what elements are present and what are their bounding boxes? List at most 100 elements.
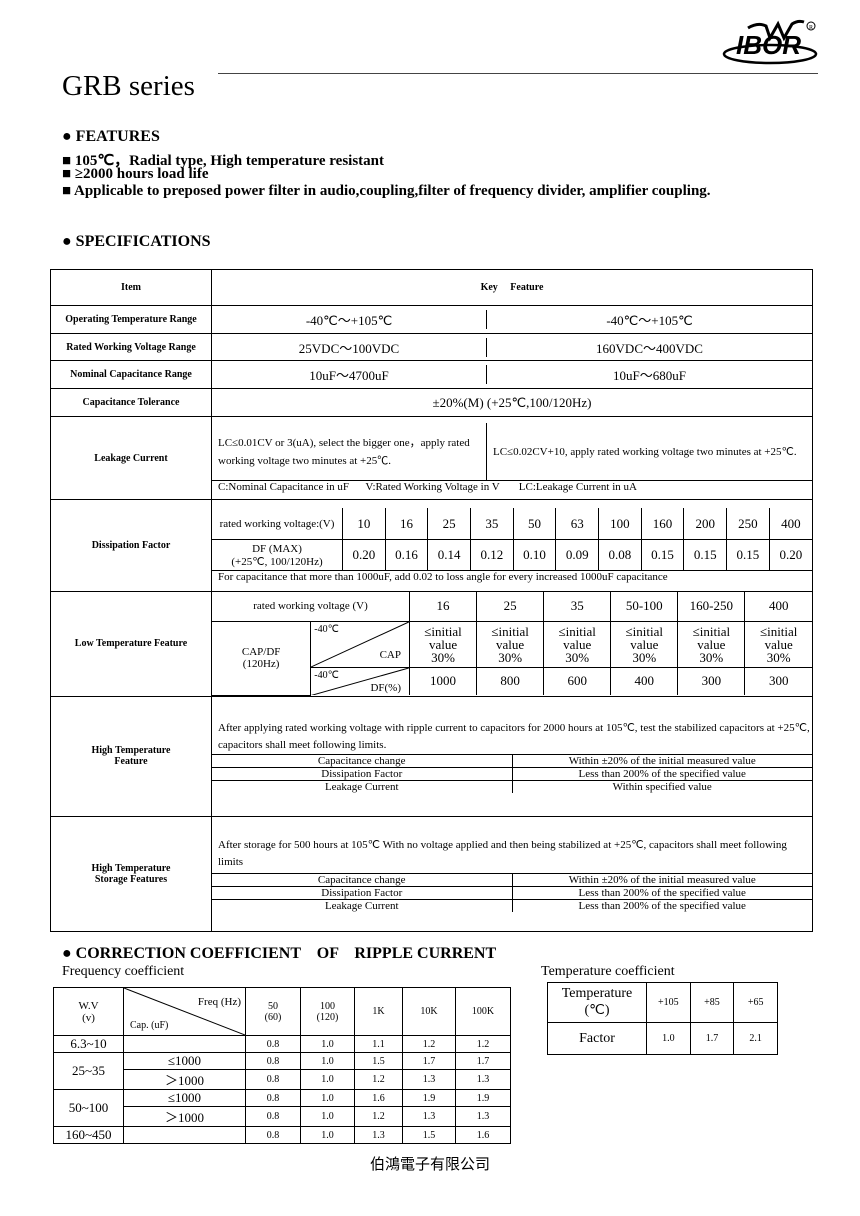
df-value: 0.15 xyxy=(683,539,728,572)
lt-df-value: 300 xyxy=(744,666,812,695)
df-diagonal-cell: -40℃ DF(%) xyxy=(310,666,410,695)
storage-criterion: Capacitance change xyxy=(212,872,513,887)
wv-value: 6.3~10 xyxy=(53,1035,124,1053)
df-voltage: 16 xyxy=(384,507,429,541)
features-heading-text: FEATURES xyxy=(75,128,160,145)
coefficient-value: 1.9 xyxy=(455,1089,511,1107)
high-temp-label: High Temperature Feature xyxy=(50,695,212,817)
freq-label: Freq (Hz) xyxy=(197,996,241,1008)
temp-label: -40℃ xyxy=(314,623,339,635)
lt-df-value: 400 xyxy=(610,666,679,695)
lt-cap-value: ≤initial value 30% xyxy=(677,620,746,668)
df-value: 0.08 xyxy=(598,539,642,572)
table-row: 6.3~10 0.8 1.0 1.1 1.2 1.2 xyxy=(53,1035,511,1053)
cap-value xyxy=(123,1035,246,1053)
high-temp-table: After applying rated working voltage wit… xyxy=(212,718,812,794)
coefficient-value: 1.3 xyxy=(354,1126,403,1144)
freq-value: 100K xyxy=(471,1006,495,1017)
factor-label: Factor xyxy=(547,1022,647,1055)
lt-cap-value: ≤initial value 30% xyxy=(610,620,679,668)
capacitance-low: 10uF～4700uF xyxy=(212,365,487,384)
storage-table: After storage for 500 hours at 105℃ With… xyxy=(212,835,812,912)
page-title: GRB series xyxy=(62,70,195,102)
table-row: 25~35 ≤1000 0.8 1.0 1.5 1.7 1.7 xyxy=(53,1052,511,1090)
high_temp-criterion: Capacitance change xyxy=(212,754,513,769)
op-temp-label: Operating Temperature Range xyxy=(50,305,212,334)
table-row: rated working voltage (V) 16 25 35 50-100 160… xyxy=(212,592,812,622)
lt-df-value: 600 xyxy=(543,666,612,695)
table-row: After applying rated working voltage wit… xyxy=(212,718,812,756)
temperature-coefficient-title: Temperature coefficient xyxy=(541,964,675,979)
df-value: 0.20 xyxy=(768,539,812,572)
coefficient-value: 1.0 xyxy=(300,1126,355,1144)
cap-value: ≤1000 xyxy=(123,1089,246,1107)
lt-df-value: 800 xyxy=(476,666,545,695)
ripple-heading-text: CORRECTION COEFFICIENT OF RIPPLE CURRENT xyxy=(75,945,497,962)
high-temp-label-1: High Temperature xyxy=(91,745,171,756)
table-row: Dissipation Factor Less than 200% of the … xyxy=(212,767,812,782)
table-row: Leakage Current Within specified value xyxy=(212,780,812,794)
table-row: Capacitance change Within ±20% of the ini… xyxy=(212,872,812,887)
table-row: -40℃ DF(%) 1000 800 600 400 300 300 xyxy=(212,666,812,695)
feature-item: ■ Applicable to preposed power filter in… xyxy=(62,183,711,199)
lt-voltage: 35 xyxy=(543,592,612,622)
coefficient-value: 1.2 xyxy=(354,1106,403,1127)
freq-alt: (120) xyxy=(316,1011,339,1023)
df-value: 0.16 xyxy=(384,539,429,572)
freq-alt: (60) xyxy=(264,1011,282,1023)
capdf-freq: (120Hz) xyxy=(242,658,280,670)
tolerance-label: Capacitance Tolerance xyxy=(50,388,212,417)
coefficient-value: 1.9 xyxy=(402,1089,456,1107)
table-row: CAP/DF (120Hz) -40℃ CAP ≤initial value 30% ≤i… xyxy=(212,620,812,696)
high_temp-criterion: Leakage Current xyxy=(212,780,513,794)
lt-cap-value: ≤initial value 30% xyxy=(744,620,812,668)
factor-value: 1.0 xyxy=(646,1022,691,1055)
ripple-heading: ● CORRECTION COEFFICIENT OF RIPPLE CURRE… xyxy=(62,945,497,962)
coefficient-value: 1.3 xyxy=(455,1069,511,1090)
high_temp-limit: Within ±20% of the initial measured valu… xyxy=(511,754,812,769)
df-voltage: 100 xyxy=(598,507,642,541)
voltage-label: Rated Working Voltage Range xyxy=(50,333,212,361)
df-voltage: 50 xyxy=(512,507,557,541)
coefficient-value: 1.6 xyxy=(354,1089,403,1107)
coefficient-value: 1.2 xyxy=(354,1069,403,1090)
df-voltage: 160 xyxy=(640,507,685,541)
df-value: 0.12 xyxy=(470,539,514,572)
wv-value: 160~450 xyxy=(53,1126,124,1144)
freq-header: 50 (60) xyxy=(245,987,301,1036)
leakage-label: Leakage Current xyxy=(50,416,212,500)
coefficient-value: 0.8 xyxy=(245,1035,301,1053)
df-condition: (+25℃, 100/120Hz) xyxy=(231,555,323,568)
company-name: 伯鴻電子有限公司 xyxy=(370,1157,491,1173)
table-row: 50~100 ≤1000 0.8 1.0 1.6 1.9 1.9 xyxy=(53,1089,511,1127)
key-feature-header: Key Feature xyxy=(211,269,813,306)
df-max-text: DF (MAX) xyxy=(252,542,302,555)
frequency-coefficient-table: W.V (v) Freq (Hz) Cap. (uF) 50 (60) 100 (120) 1K… xyxy=(53,987,511,1144)
df-voltage: 250 xyxy=(726,507,770,541)
wv-value: 25~35 xyxy=(53,1052,124,1090)
coefficient-value: 1.2 xyxy=(455,1035,511,1053)
temperature-unit: (℃) xyxy=(584,1003,610,1018)
coefficient-value: 1.6 xyxy=(455,1126,511,1144)
low-temp-table: rated working voltage (V) 16 25 35 50-100 160… xyxy=(212,592,812,696)
coefficient-value: 1.0 xyxy=(300,1069,355,1090)
freq-header: 100 (120) xyxy=(300,987,355,1036)
freq-value: 50 xyxy=(268,1000,278,1012)
coefficient-value: 1.0 xyxy=(300,1052,355,1070)
temperature-header: Temperature (℃) xyxy=(547,982,647,1023)
df-value: 0.09 xyxy=(555,539,600,572)
feature-text: 105℃，Radial type, High temperature resis… xyxy=(74,153,384,169)
wv-header: W.V (v) xyxy=(53,987,124,1036)
wv-text: W.V xyxy=(78,999,99,1012)
high_temp-limit: Within specified value xyxy=(511,780,812,794)
storage-label: High Temperature Storage Features xyxy=(50,815,212,932)
lt-voltage: 25 xyxy=(476,592,545,622)
item-header: Item xyxy=(50,269,212,306)
coefficient-value: 0.8 xyxy=(245,1052,301,1070)
header-rule xyxy=(218,73,818,74)
coefficient-value: 0.8 xyxy=(245,1089,301,1107)
table-row: Temperature (℃) +105 +85 +65 xyxy=(547,982,778,1023)
freq-cap-diagonal: Freq (Hz) Cap. (uF) xyxy=(123,987,246,1036)
specifications-table: Item Key Feature Operating Temperature Ra… xyxy=(50,269,813,932)
